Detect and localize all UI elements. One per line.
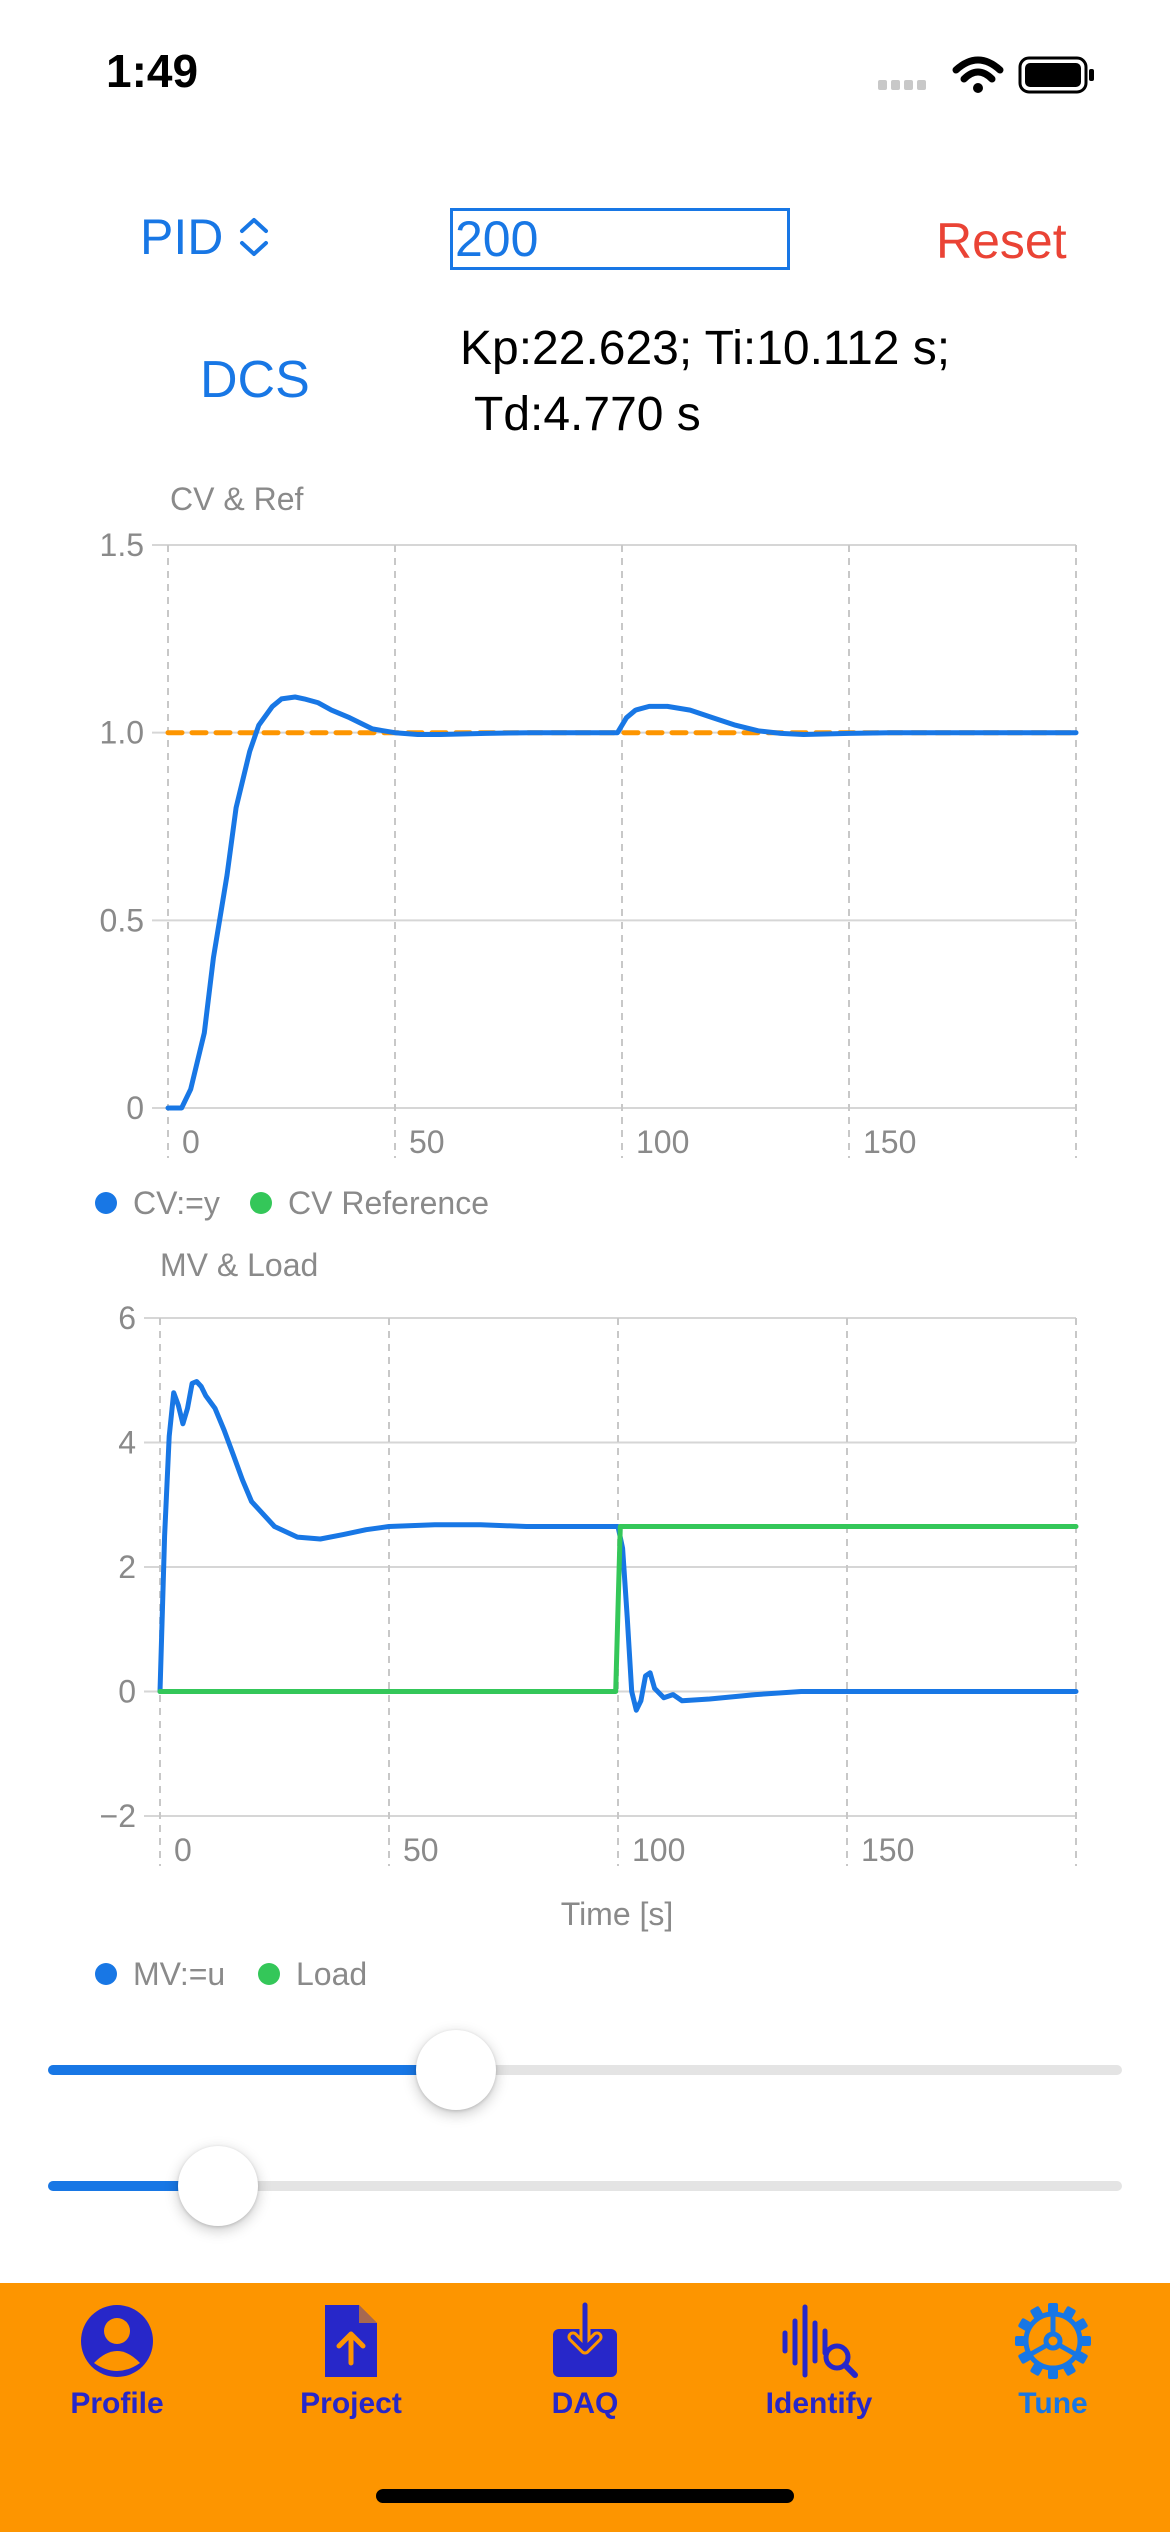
- controller-type-picker[interactable]: PID: [140, 208, 271, 266]
- chart-title: CV & Ref: [170, 481, 303, 517]
- legend-swatch-mv: [95, 1963, 117, 1985]
- y-tick-label: 0: [118, 1674, 136, 1710]
- gear-tooth: [1018, 2318, 1031, 2331]
- status-time: 1:49: [106, 45, 199, 97]
- legend-label-mv: MV:=u: [133, 1956, 225, 1992]
- series-line-cv: [165, 694, 1079, 1111]
- x-tick-label: 100: [636, 1124, 689, 1160]
- chart-legend: CV:=y CV Reference: [95, 1185, 489, 1221]
- gear-tooth: [1063, 2306, 1076, 2319]
- x-tick-label: 150: [863, 1124, 916, 1160]
- battery-icon: [1018, 56, 1094, 94]
- slider-track: [48, 2181, 1122, 2191]
- status-icons: [878, 56, 1094, 94]
- y-tick-label: 4: [118, 1425, 136, 1461]
- slider-thumb[interactable]: [177, 2146, 258, 2226]
- tab-label: Tune: [1018, 2387, 1088, 2420]
- chart-legend: MV:=u Load: [95, 1956, 367, 1992]
- y-tick-label: 0.5: [100, 902, 144, 938]
- x-tick-label: 150: [861, 1832, 914, 1868]
- x-axis-label: Time [s]: [561, 1896, 674, 1932]
- legend-label-cv: CV:=y: [133, 1185, 220, 1221]
- slider-1[interactable]: [48, 2030, 1122, 2110]
- gear-tooth: [1030, 2306, 1043, 2319]
- slider-track: [48, 2065, 1122, 2075]
- gear-tooth: [1075, 2351, 1088, 2364]
- x-tick-label: 50: [409, 1124, 445, 1160]
- person-circle-icon: [81, 2305, 153, 2377]
- tab-daq[interactable]: DAQ: [468, 2283, 702, 2433]
- gear-tooth: [1048, 2303, 1058, 2313]
- gear-icon: [1015, 2303, 1091, 2379]
- tab-tune[interactable]: Tune: [936, 2283, 1170, 2433]
- waveform-magnify-icon: [782, 2304, 858, 2378]
- tab-label: Profile: [70, 2387, 164, 2420]
- y-tick-label: 1.5: [100, 527, 144, 563]
- gear-tooth: [1063, 2363, 1076, 2376]
- y-tick-label: 1.0: [100, 715, 144, 751]
- cv-ref-chart: CV & Ref 0 0.5 1.0 1.5 0 50 100 150 CV:=y CV R…: [95, 481, 1079, 1221]
- controller-type-label: PID: [140, 209, 224, 265]
- y-tick-label: 0: [126, 1090, 144, 1126]
- slider-fill: [48, 2065, 457, 2075]
- gear-tooth: [1081, 2336, 1091, 2346]
- tab-identify[interactable]: Identify: [702, 2283, 936, 2433]
- tray-download-icon: [553, 2301, 617, 2377]
- home-indicator: [376, 2489, 794, 2503]
- series-line-mv: [157, 1379, 1079, 1713]
- slider-fill: [48, 2181, 218, 2191]
- pid-params-line1: Kp:22.623; Ti:10.112 s;: [460, 322, 951, 375]
- reset-button[interactable]: Reset: [936, 213, 1067, 269]
- tab-project[interactable]: Project: [234, 2283, 468, 2433]
- series-line-load: [157, 1524, 1079, 1694]
- gear-tooth: [1048, 2369, 1058, 2379]
- legend-swatch-cv: [95, 1192, 117, 1214]
- duration-input[interactable]: [450, 208, 790, 270]
- tab-profile[interactable]: Profile: [0, 2283, 234, 2433]
- dcs-button[interactable]: DCS: [200, 351, 310, 409]
- signal-icon: [878, 80, 926, 90]
- legend-label-load: Load: [296, 1956, 367, 1992]
- legend-swatch-load: [258, 1963, 280, 1985]
- tab-label: DAQ: [551, 2387, 619, 2420]
- tab-label: Project: [300, 2387, 402, 2420]
- tab-label: Identify: [765, 2387, 873, 2420]
- slider-thumb[interactable]: [416, 2030, 497, 2110]
- x-tick-label: 0: [174, 1832, 192, 1868]
- document-upload-icon: [325, 2305, 377, 2377]
- y-tick-label: 2: [118, 1549, 136, 1585]
- chart-title: MV & Load: [160, 1247, 318, 1283]
- y-tick-label: −2: [100, 1798, 136, 1834]
- legend-label-cv-reference: CV Reference: [288, 1185, 489, 1221]
- wifi-icon: [952, 56, 1004, 93]
- x-tick-label: 100: [632, 1832, 685, 1868]
- gear-tooth: [1075, 2318, 1088, 2331]
- legend-swatch-cv-reference: [250, 1192, 272, 1214]
- x-tick-label: 0: [182, 1124, 200, 1160]
- gear-tooth: [1030, 2363, 1043, 2376]
- gear-tooth: [1015, 2336, 1025, 2346]
- gear-tooth: [1018, 2351, 1031, 2364]
- pid-parameters: Kp:22.623; Ti:10.112 s; Td:4.770 s: [460, 316, 1020, 448]
- mv-load-chart: MV & Load −2 0 2 4 6 0 50 100 150 Time [s] MV:=…: [95, 1247, 1079, 1992]
- pid-params-line2: Td:4.770 s: [474, 388, 701, 441]
- x-tick-label: 50: [403, 1832, 439, 1868]
- chevron-up-down-icon: [240, 218, 269, 256]
- y-tick-label: 6: [118, 1300, 136, 1336]
- slider-2[interactable]: [48, 2146, 1122, 2226]
